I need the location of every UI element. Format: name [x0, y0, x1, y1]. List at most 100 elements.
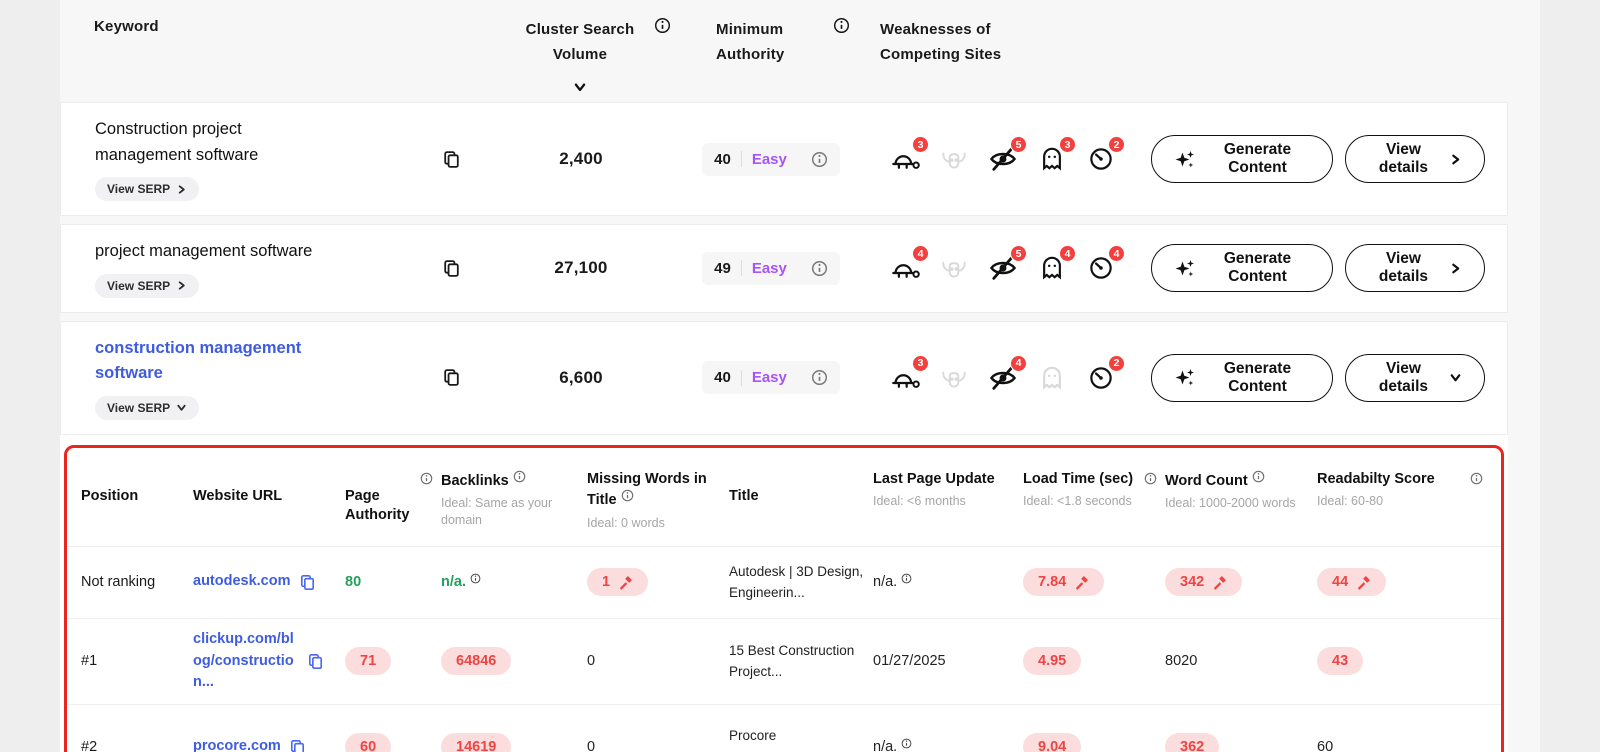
website-url-link[interactable]: procore.com — [193, 738, 281, 752]
bull-skull-icon[interactable] — [938, 143, 970, 175]
last-update-value: 01/27/2025 — [873, 653, 946, 670]
website-url-link[interactable]: clickup.com/blog/construction... — [193, 630, 294, 691]
weaknesses-icons: 3 5 3 2 — [881, 136, 1151, 175]
generate-content-button[interactable]: Generate Content — [1151, 353, 1333, 402]
word-count-value: 8020 — [1165, 653, 1198, 670]
col-load-time: Load Time (sec) — [1023, 470, 1134, 487]
readability-pill: 43 — [1317, 647, 1364, 676]
cluster-volume-value: 27,100 — [554, 258, 608, 278]
sort-chevron-down-icon[interactable] — [573, 78, 587, 103]
chevron-down-icon — [176, 402, 187, 413]
gauge-icon[interactable]: 2 — [1085, 136, 1125, 175]
load-time-pill: 7.84 — [1023, 568, 1105, 597]
turtle-slow-icon[interactable]: 4 — [889, 245, 929, 284]
position-value: Not ranking — [81, 574, 156, 591]
eye-slash-icon[interactable]: 4 — [987, 354, 1027, 394]
competitor-row: Not ranking autodesk.com 80 n/a. 1 Autod… — [67, 547, 1501, 619]
weaknesses-icons: 4 5 4 4 — [881, 245, 1151, 284]
bull-skull-icon[interactable] — [938, 252, 970, 284]
weakness-count-badge: 3 — [1059, 136, 1076, 154]
page-authority-pill: 60 — [345, 733, 392, 752]
info-icon[interactable] — [901, 737, 912, 752]
col-last-update: Last Page Update — [873, 470, 995, 487]
info-icon[interactable] — [513, 470, 526, 488]
chevron-right-icon — [1449, 153, 1462, 166]
keyword-row: project management software View SERP 27… — [60, 224, 1508, 313]
col-missing-words: Missing Words in Title — [587, 470, 707, 509]
website-url-link[interactable]: autodesk.com — [193, 573, 291, 590]
info-icon[interactable] — [811, 369, 828, 386]
info-icon[interactable] — [1252, 470, 1265, 488]
ghost-icon[interactable]: 3 — [1036, 136, 1076, 175]
copy-url-button[interactable] — [306, 652, 325, 671]
view-serp-button[interactable]: View SERP — [95, 273, 200, 298]
ghost-icon[interactable] — [1036, 362, 1068, 394]
weakness-count-badge: 5 — [1010, 245, 1027, 263]
turtle-slow-icon[interactable]: 3 — [889, 136, 929, 175]
cluster-volume-value: 6,600 — [559, 367, 603, 387]
cluster-volume-value: 2,400 — [559, 149, 603, 169]
hammer-icon — [1356, 575, 1371, 590]
view-details-button[interactable]: View details — [1344, 135, 1485, 184]
info-icon[interactable] — [811, 260, 828, 277]
bull-skull-icon[interactable] — [938, 362, 970, 394]
competitor-row: #1 clickup.com/blog/construction... 71 6… — [67, 619, 1501, 706]
copy-keyword-button[interactable] — [441, 367, 462, 388]
info-icon[interactable] — [1144, 472, 1157, 490]
load-time-pill: 4.95 — [1023, 647, 1082, 676]
info-icon[interactable] — [901, 572, 912, 588]
info-icon[interactable] — [420, 472, 433, 490]
turtle-slow-icon[interactable]: 3 — [889, 354, 929, 394]
view-serp-button[interactable]: View SERP — [95, 395, 200, 420]
info-icon[interactable] — [811, 151, 828, 168]
gauge-icon[interactable]: 2 — [1085, 354, 1125, 394]
last-update-value: n/a. — [873, 739, 898, 752]
col-header-cluster-volume: Cluster Search Volume — [515, 14, 671, 103]
hammer-icon — [1074, 575, 1089, 590]
info-icon[interactable] — [833, 17, 850, 43]
sparkles-icon — [1174, 258, 1195, 279]
backlinks-pill: 14619 — [441, 733, 512, 752]
weakness-count-badge: 4 — [912, 245, 929, 263]
view-details-button-expanded[interactable]: View details — [1344, 353, 1485, 402]
chevron-right-icon — [1449, 262, 1462, 275]
copy-url-button[interactable] — [288, 738, 307, 752]
generate-content-button[interactable]: Generate Content — [1151, 135, 1333, 184]
authority-score: 49 — [714, 259, 731, 277]
page-authority-value: 80 — [345, 574, 362, 591]
copy-keyword-button[interactable] — [441, 149, 462, 170]
backlinks-value: n/a. — [441, 574, 466, 591]
chevron-right-icon — [176, 184, 187, 195]
view-serp-button[interactable]: View SERP — [95, 177, 200, 202]
info-icon[interactable] — [1470, 472, 1483, 490]
difficulty-label: Easy — [751, 369, 787, 387]
info-icon[interactable] — [621, 489, 634, 507]
chevron-right-icon — [176, 280, 187, 291]
weakness-count-badge: 2 — [1108, 354, 1125, 372]
readability-pill: 44 — [1317, 568, 1387, 597]
page-title-value: Autodesk | 3D Design, Engineerin... — [729, 563, 864, 601]
eye-slash-icon[interactable]: 5 — [987, 136, 1027, 175]
authority-score: 40 — [714, 369, 731, 387]
view-details-button[interactable]: View details — [1344, 244, 1485, 293]
info-icon[interactable] — [654, 17, 671, 43]
word-count-pill: 342 — [1165, 568, 1243, 597]
ghost-icon[interactable]: 4 — [1036, 245, 1076, 284]
authority-score: 40 — [714, 150, 731, 168]
generate-content-button[interactable]: Generate Content — [1151, 244, 1333, 293]
col-header-weaknesses: Weaknesses of Competing Sites — [880, 21, 1002, 63]
missing-words-pill: 1 — [587, 568, 649, 597]
eye-slash-icon[interactable]: 5 — [987, 245, 1027, 284]
weaknesses-icons: 3 4 2 — [881, 354, 1151, 394]
keyword-text: construction management software — [95, 338, 302, 383]
col-header-minimum-authority: Minimum Authority — [716, 14, 850, 68]
page-content: Keyword Cluster Search Volume Minimum Au… — [60, 0, 1540, 752]
copy-url-button[interactable] — [298, 573, 317, 592]
copy-keyword-button[interactable] — [441, 258, 462, 279]
authority-pill: 40 Easy — [702, 142, 840, 176]
readability-value: 60 — [1317, 739, 1334, 752]
gauge-icon[interactable]: 4 — [1085, 245, 1125, 284]
weakness-count-badge: 4 — [1010, 354, 1027, 372]
difficulty-label: Easy — [751, 150, 787, 168]
info-icon[interactable] — [470, 572, 481, 588]
